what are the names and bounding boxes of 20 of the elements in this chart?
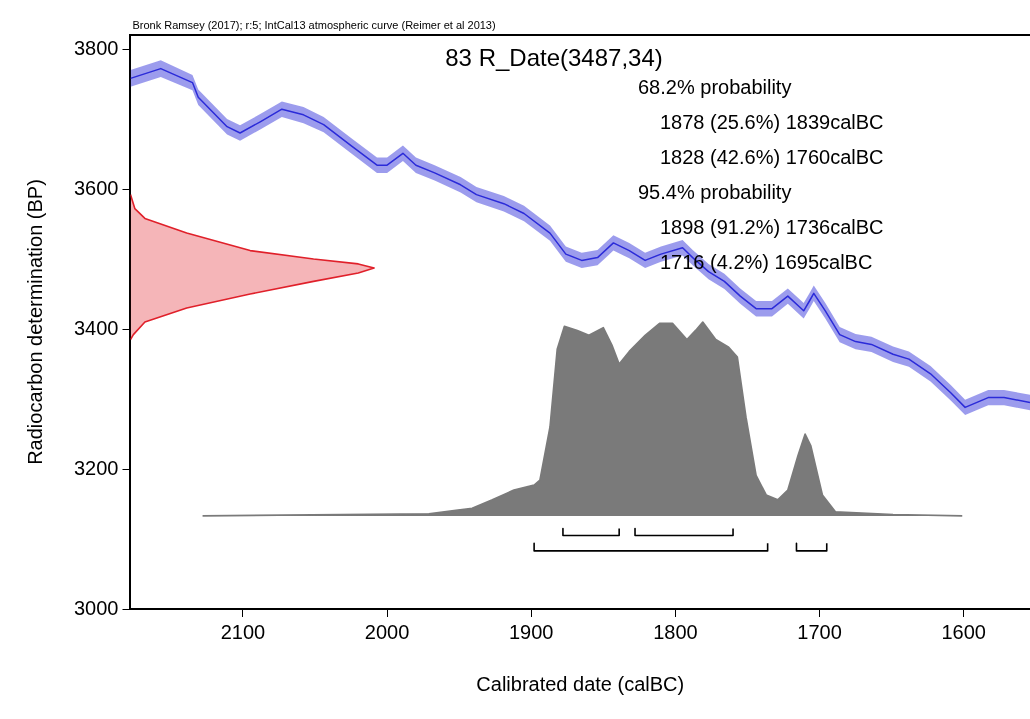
annotation: 1828 (42.6%) 1760calBC	[660, 145, 884, 168]
x-tick-label: 1900	[508, 620, 554, 643]
x-tick-label: 2100	[220, 620, 266, 643]
y-tick-label: 3600	[73, 176, 119, 199]
annotation: 68.2% probability	[638, 75, 792, 98]
x-tick-label: 1700	[797, 620, 842, 643]
x-tick-label: 2000	[364, 620, 410, 643]
annotation: 1878 (25.6%) 1839calBC	[660, 110, 884, 133]
y-tick-label: 3400	[73, 316, 119, 339]
x-tick-label: 1800	[653, 620, 698, 643]
annotation: 95.4% probability	[638, 180, 792, 203]
chart-title: 83 R_Date(3487,34)	[445, 43, 663, 71]
y-tick-label: 3000	[73, 596, 119, 619]
annotation: 1898 (91.2%) 1736calBC	[660, 215, 884, 238]
y-axis-title: Radiocarbon determination (BP)	[23, 179, 46, 465]
y-tick-label: 3800	[73, 36, 119, 59]
x-tick-label: 1600	[941, 620, 986, 643]
x-axis-title: Calibrated date (calBC)	[476, 672, 685, 695]
y-tick-label: 3200	[73, 456, 119, 479]
chart-subtitle: Bronk Ramsey (2017); r:5; IntCal13 atmospheric curve (Reimer et al 2013)	[132, 19, 496, 31]
